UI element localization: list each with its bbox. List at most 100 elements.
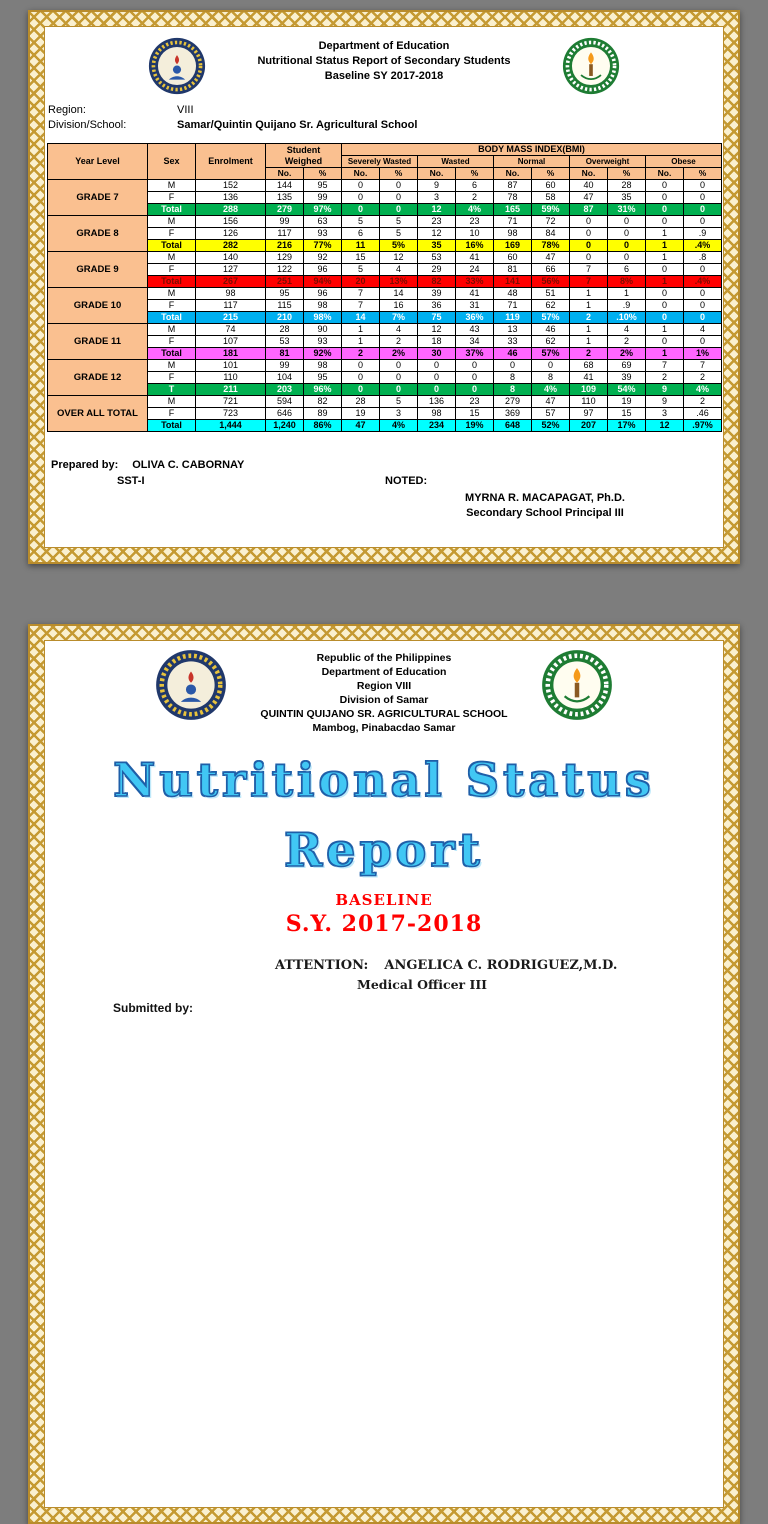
data-cell: 140 bbox=[195, 251, 266, 264]
col-header-pct: % bbox=[531, 167, 570, 180]
col-header-pct: % bbox=[607, 167, 646, 180]
data-cell: 1 bbox=[645, 251, 684, 264]
data-cell: 0 bbox=[417, 383, 456, 396]
data-cell: 1 bbox=[645, 323, 684, 336]
table-row: T 211 203 96% 0 0 0 0 8 4% 109 54% 9 4% bbox=[48, 383, 722, 396]
data-cell: 0 bbox=[417, 371, 456, 384]
data-cell: 95 bbox=[303, 371, 342, 384]
col-header-bmi: BODY MASS INDEX(BMI) bbox=[341, 143, 722, 156]
report-page-1: Department of Education Nutritional Stat… bbox=[28, 10, 740, 564]
data-cell: 99 bbox=[265, 215, 304, 228]
data-cell: 0 bbox=[379, 179, 418, 192]
data-cell: 9 bbox=[645, 395, 684, 408]
col-header-pct: % bbox=[379, 167, 418, 180]
data-cell: 0 bbox=[341, 179, 380, 192]
prepared-by-position: SST-I bbox=[117, 475, 145, 487]
data-cell: 648 bbox=[493, 419, 532, 432]
data-cell: 33 bbox=[493, 335, 532, 348]
data-cell: 0 bbox=[683, 335, 722, 348]
data-cell: 35 bbox=[607, 191, 646, 204]
data-cell: .46 bbox=[683, 407, 722, 420]
data-cell: 0 bbox=[645, 335, 684, 348]
division-label: Division/School: bbox=[48, 119, 127, 131]
data-cell: 23 bbox=[455, 215, 494, 228]
data-cell: 47 bbox=[531, 395, 570, 408]
data-cell: 9 bbox=[417, 179, 456, 192]
data-cell: 19 bbox=[341, 407, 380, 420]
data-cell: 1 bbox=[569, 287, 608, 300]
data-cell: 41 bbox=[569, 371, 608, 384]
data-cell: 1 bbox=[569, 299, 608, 312]
data-cell: 31% bbox=[607, 203, 646, 216]
deped-seal-icon bbox=[148, 37, 206, 95]
data-cell: 12 bbox=[417, 203, 456, 216]
data-cell: 0 bbox=[379, 203, 418, 216]
data-cell: 84 bbox=[531, 227, 570, 240]
data-cell: 0 bbox=[341, 191, 380, 204]
data-cell: 13 bbox=[493, 323, 532, 336]
data-cell: 81 bbox=[265, 347, 304, 360]
data-cell: 77% bbox=[303, 239, 342, 252]
data-cell: 0 bbox=[341, 359, 380, 372]
sex-cell: F bbox=[147, 191, 196, 204]
data-cell: 69 bbox=[607, 359, 646, 372]
data-cell: 1 bbox=[645, 347, 684, 360]
data-cell: 75 bbox=[417, 311, 456, 324]
data-cell: 215 bbox=[195, 311, 266, 324]
data-cell: 117 bbox=[195, 299, 266, 312]
data-cell: 37% bbox=[455, 347, 494, 360]
data-cell: 1% bbox=[683, 347, 722, 360]
data-cell: 93 bbox=[303, 227, 342, 240]
data-cell: 1 bbox=[645, 275, 684, 288]
table-row: F 127 122 96 5 4 29 24 81 66 7 6 0 0 bbox=[48, 263, 722, 276]
data-cell: 8% bbox=[607, 275, 646, 288]
sex-cell: Total bbox=[147, 239, 196, 252]
data-cell: 0 bbox=[645, 215, 684, 228]
data-cell: 97% bbox=[303, 203, 342, 216]
data-cell: 723 bbox=[195, 407, 266, 420]
data-cell: 0 bbox=[379, 359, 418, 372]
report-meta: Region: VIII Division/School: Samar/Quin… bbox=[45, 103, 723, 133]
data-cell: 87 bbox=[493, 179, 532, 192]
prepared-by-label: Prepared by: bbox=[51, 459, 119, 471]
table-row: F 117 115 98 7 16 36 31 71 62 1.9 0 0 bbox=[48, 299, 722, 312]
table-row: Total 215 210 98% 14 7% 75 36% 119 57% 2.10% 0 0 bbox=[48, 311, 722, 324]
data-cell: 251 bbox=[265, 275, 304, 288]
data-cell: 2 bbox=[341, 347, 380, 360]
data-cell: 74 bbox=[195, 323, 266, 336]
data-cell: 107 bbox=[195, 335, 266, 348]
data-cell: 78 bbox=[493, 191, 532, 204]
sex-cell: M bbox=[147, 179, 196, 192]
table-row: GRADE 10 M 98 95 96 7 14 39 41 48 51 1 1 0 0 bbox=[47, 287, 722, 324]
data-cell: 12 bbox=[645, 419, 684, 432]
data-cell: 267 bbox=[195, 275, 266, 288]
data-cell: 4% bbox=[379, 419, 418, 432]
table-row: GRADE 12 M 101 99 98 0 0 0 0 0 0 68 69 7 7 bbox=[47, 359, 722, 396]
data-cell: 12 bbox=[417, 323, 456, 336]
data-cell: 95 bbox=[303, 179, 342, 192]
data-cell: 7 bbox=[341, 299, 380, 312]
data-cell: 3 bbox=[417, 191, 456, 204]
sex-cell: M bbox=[147, 287, 196, 300]
table-row: F 126 117 93 6 5 12 10 98 84 0 0 1.9 bbox=[48, 227, 722, 240]
data-cell: 0 bbox=[607, 239, 646, 252]
table-row: F 110 104 95 0 0 0 0 8 8 41 39 2 2 bbox=[48, 371, 722, 384]
sex-cell: M bbox=[147, 251, 196, 264]
letterhead-line: QUINTIN QUIJANO SR. AGRICULTURAL SCHOOL bbox=[260, 708, 508, 720]
data-cell: 2 bbox=[569, 311, 608, 324]
sex-cell: Total bbox=[147, 347, 196, 360]
data-cell: 2% bbox=[607, 347, 646, 360]
data-cell: 2 bbox=[569, 347, 608, 360]
prepared-by-row: Prepared by: OLIVA C. CABORNAY bbox=[51, 459, 244, 471]
col-header-no: No. bbox=[341, 167, 380, 180]
data-cell: 4% bbox=[531, 383, 570, 396]
data-cell: 71 bbox=[493, 215, 532, 228]
year-level-cell: GRADE 9 bbox=[47, 251, 148, 288]
data-cell: 14 bbox=[379, 287, 418, 300]
table-row: GRADE 11 M 74 28 90 1 4 12 43 13 46 1 4 1 4 bbox=[47, 323, 722, 360]
data-cell: .9 bbox=[683, 227, 722, 240]
data-cell: 0 bbox=[531, 359, 570, 372]
data-cell: 39 bbox=[417, 287, 456, 300]
data-cell: 28 bbox=[265, 323, 304, 336]
report-title-line2: Nutritional Status Report of Secondary S… bbox=[257, 55, 511, 67]
